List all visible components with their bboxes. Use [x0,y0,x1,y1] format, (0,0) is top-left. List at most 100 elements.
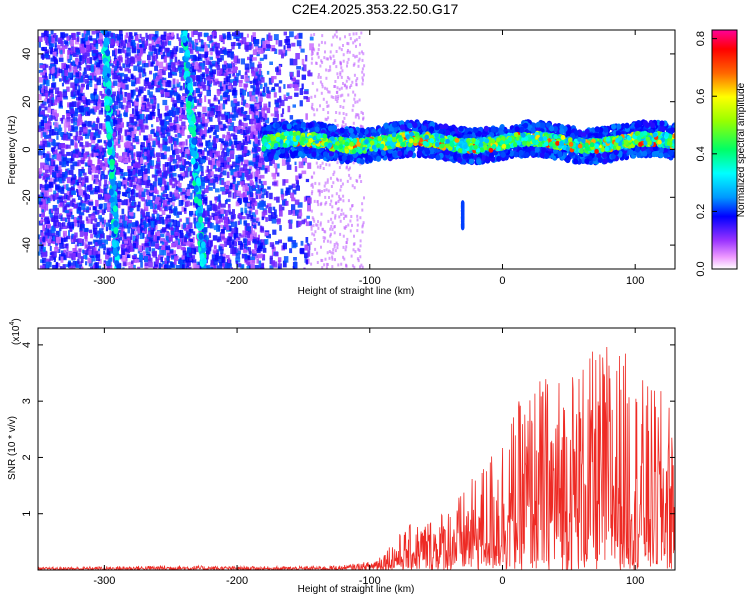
spectrogram-cell [143,63,149,68]
spectrogram-cell [214,124,220,132]
spectrogram-cell [255,88,260,95]
spectrogram-cell [285,200,289,206]
spectrogram-cell [151,248,156,254]
spectrogram-cell [60,169,63,176]
spectrogram-cell [211,212,216,218]
spectrogram-cell [155,205,159,209]
spectrogram-cell [100,164,104,168]
spectrogram-cell [213,245,217,250]
spectrogram-cell [246,239,251,245]
spectrogram-cell [289,31,294,38]
spectrogram-cell [203,77,206,84]
spectrogram-cell [182,158,184,165]
spectrogram-cell [60,50,63,55]
spectrogram-cell [249,54,254,62]
spectrogram-cell [97,239,103,245]
spectrogram-cell [179,218,182,222]
spectrogram-cell [80,83,85,88]
spectrogram-cell [77,137,81,144]
spectrogram-cell [291,204,296,211]
spectrogram-cell [307,250,311,257]
spectrogram-cell [310,262,313,266]
spectrogram-cell [147,146,151,151]
spectrogram-cell [133,125,136,131]
spectrogram-cell [299,88,303,95]
spectrogram-cell [40,162,45,169]
spectrogram-cell [126,187,131,192]
spectrogram-cell [50,99,54,107]
spectrogram-cell [234,66,238,70]
spectrogram-cell [154,186,157,192]
spectrogram-cell [169,208,173,214]
spectrogram-cell [238,197,241,203]
spectrogram-cell [158,143,164,149]
spectrogram-cell [56,199,59,204]
spectrogram-cell [95,94,99,100]
spectrogram-cell [291,240,297,245]
spectrogram-cell [155,199,159,205]
spectrogram-cell [230,267,234,269]
spectrogram-cell [259,174,265,179]
spectrogram-cell [334,119,337,123]
spectrogram-cell [86,219,90,224]
spectrogram-cell [213,34,217,39]
spectrogram-cell [94,83,98,91]
spectrogram-cell [127,153,131,159]
spectrogram-cell [45,261,50,268]
spectrogram-cell [80,212,85,216]
spectrogram-cell [235,248,239,256]
spectrogram-cell [74,238,80,242]
spectrogram-cell [122,215,125,222]
spectrogram-cell [271,217,277,224]
spectrogram-cell [127,227,130,234]
spectrogram-cell [255,111,260,117]
spectrogram-cell [233,111,239,118]
spectrogram-cell [335,30,338,34]
spectrogram-cell [295,185,300,191]
spectrogram-cell [166,132,171,137]
spectrogram-cell [234,76,239,83]
spectrogram-cell [307,204,311,212]
spectrogram-cell [285,187,290,194]
spectrogram-cell [98,244,103,249]
spectrogram-cell [74,61,79,66]
spectrogram-cell [200,44,205,49]
spectrogram-cell [129,117,134,124]
spectrogram-cell [346,64,348,68]
spectrogram-cell [143,188,148,192]
spectrogram-cell [214,177,218,183]
spectrogram-cell [134,242,139,249]
spectrogram-cell [220,55,224,61]
spectrogram-cell [38,36,43,42]
spectrogram-cell [72,261,77,267]
spectrogram-cell [178,259,184,264]
spectrogram-cell [247,230,253,235]
spectrogram-cell [210,157,216,165]
spectrogram-cell [213,265,217,269]
spectrogram-cell [94,146,97,150]
spectrogram-cell [112,136,116,140]
spectrogram-cell [214,105,218,112]
spectrogram-cell [206,204,212,211]
spectrogram-cell [221,229,225,234]
spectrogram-cell [196,124,202,128]
spectrogram-cell [213,174,218,179]
spectrogram-cell [170,62,176,69]
spectrogram-cell [100,242,105,246]
spectrogram-cell [104,158,109,162]
spectrogram-cell [210,127,214,132]
spectrogram-cell [355,83,358,87]
spectrogram-cell [266,93,270,98]
spectrogram-cell [58,143,64,149]
spectrogram-cell [316,108,319,112]
spectrogram-cell [253,85,256,92]
spectrogram-cell [170,262,174,268]
spectrogram-cell [113,164,117,168]
spectrogram-cell [138,47,144,55]
spectrogram-cell [326,263,329,266]
spectrogram-cell [323,189,326,192]
spectrogram-cell [72,85,75,92]
spectrogram-cell [293,257,297,261]
spectrogram-cell [185,256,191,263]
spectrogram-cell [246,114,250,121]
